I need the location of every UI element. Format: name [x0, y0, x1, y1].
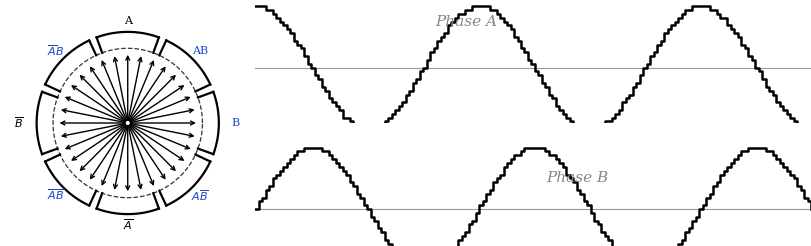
Text: Phase A: Phase A [436, 15, 498, 29]
Text: $\overline{A}B$: $\overline{A}B$ [47, 44, 64, 58]
Text: $\overline{AB}$: $\overline{AB}$ [47, 188, 65, 202]
Text: B: B [232, 118, 240, 128]
Text: AB: AB [192, 46, 208, 56]
Text: A: A [124, 16, 131, 26]
Text: $A\overline{B}$: $A\overline{B}$ [191, 188, 208, 202]
Text: $\overline{B}$: $\overline{B}$ [15, 116, 24, 130]
Text: Phase B: Phase B [547, 171, 609, 185]
Text: $\overline{A}$: $\overline{A}$ [122, 218, 133, 232]
